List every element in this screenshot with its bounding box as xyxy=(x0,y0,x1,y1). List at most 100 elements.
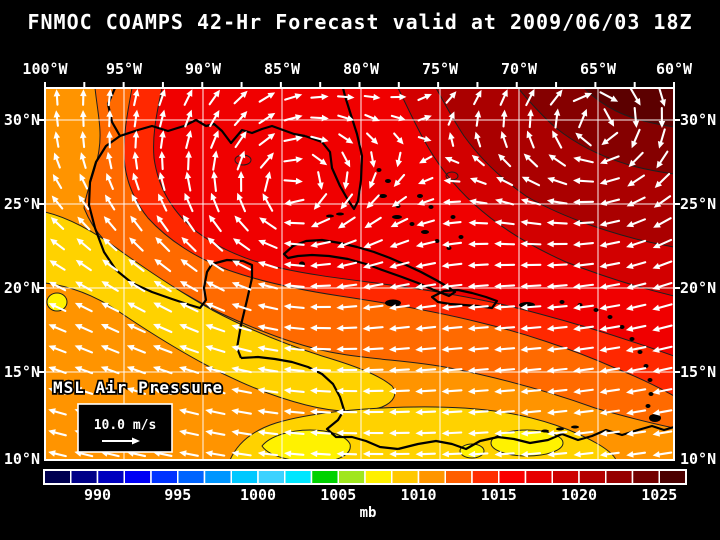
wind-arrow xyxy=(599,304,621,311)
wind-arrow-head xyxy=(100,387,109,394)
wind-arrow xyxy=(599,240,621,248)
wind-arrow-head xyxy=(205,366,213,373)
wind-arrow-shaft xyxy=(313,389,332,393)
wind-arrow-head xyxy=(474,110,482,118)
lat-label-left: 20°N xyxy=(4,279,40,297)
wind-arrow-head xyxy=(240,90,248,98)
wind-arrow xyxy=(599,430,620,437)
wind-arrow-shaft xyxy=(524,431,542,435)
wind-arrow xyxy=(231,302,252,312)
wind-arrow-shaft xyxy=(603,177,620,184)
wind-arrow xyxy=(445,91,457,104)
wind-arrow-head xyxy=(388,366,397,374)
wind-arrow xyxy=(520,345,542,353)
wind-arrow-head xyxy=(185,130,193,138)
wind-arrow-head xyxy=(441,450,449,458)
wind-arrow-head xyxy=(573,346,581,353)
wind-arrow-head xyxy=(153,280,162,288)
wind-arrow-head xyxy=(48,303,57,310)
wind-arrow xyxy=(208,89,220,106)
coastline xyxy=(397,424,674,451)
colorbar-cell xyxy=(498,469,527,485)
wind-arrow-head xyxy=(520,324,528,332)
wind-arrow-head xyxy=(471,154,480,162)
wind-arrow xyxy=(53,131,61,148)
lon-label: 65°W xyxy=(580,60,617,78)
wind-arrow xyxy=(626,409,647,416)
wind-arrow xyxy=(262,193,274,212)
island xyxy=(629,337,635,341)
wind-arrow-shaft xyxy=(577,388,594,393)
wind-arrow xyxy=(656,150,669,169)
wind-arrow-head xyxy=(546,219,554,227)
wind-arrow-head xyxy=(231,366,239,373)
wind-arrow-shaft xyxy=(314,240,331,247)
wind-arrow-layer xyxy=(48,88,673,458)
colorbar-tick-label: 1015 xyxy=(481,486,517,504)
wind-arrow xyxy=(599,283,621,290)
colorbar-cell xyxy=(203,469,232,485)
wind-arrow xyxy=(441,345,463,353)
wind-arrow-shaft xyxy=(209,304,226,312)
wind-arrow-head xyxy=(599,283,607,290)
wind-arrow-shaft xyxy=(314,217,331,227)
wind-arrow-head xyxy=(657,140,665,149)
wind-arrow-head xyxy=(126,387,135,394)
wind-arrow xyxy=(626,388,647,395)
wind-arrow xyxy=(283,219,305,227)
wind-arrow-shaft xyxy=(184,113,191,128)
wind-arrow-head xyxy=(106,88,114,97)
wind-arrow-head xyxy=(362,324,370,332)
wind-arrow-shaft xyxy=(630,196,646,206)
wind-arrow xyxy=(546,346,568,353)
wind-arrow-head xyxy=(211,171,218,179)
wind-arrow-head xyxy=(152,365,161,373)
wind-arrow xyxy=(210,130,219,149)
wind-arrow-head xyxy=(267,112,276,120)
wind-arrow xyxy=(158,88,166,107)
wind-arrow-head xyxy=(336,450,344,458)
wind-arrow xyxy=(153,302,173,313)
island xyxy=(385,179,391,183)
wind-speed-label: 10.0 m/s xyxy=(94,418,157,433)
map-overlay-layer: MSL Air Pressure 10.0 m/s xyxy=(51,376,224,453)
wind-arrow-shaft xyxy=(132,197,142,212)
wind-arrow-shaft xyxy=(472,431,489,435)
wind-arrow-shaft xyxy=(471,305,489,309)
wind-arrow xyxy=(546,261,568,269)
wind-arrow-shaft xyxy=(603,451,620,456)
wind-arrow xyxy=(126,344,146,354)
wind-arrow-head xyxy=(310,429,318,437)
wind-arrow xyxy=(126,366,147,375)
lon-label: 75°W xyxy=(422,60,459,78)
wind-arrow-shaft xyxy=(262,219,277,230)
wind-arrow-shaft xyxy=(235,283,252,291)
wind-arrow-shaft xyxy=(235,431,252,436)
wind-arrow xyxy=(257,366,279,373)
wind-arrow-head xyxy=(625,367,634,374)
wind-arrow-head xyxy=(610,95,619,102)
wind-arrow-head xyxy=(127,323,135,330)
wind-arrow xyxy=(283,324,305,331)
wind-arrow-shaft xyxy=(419,389,437,393)
wind-arrow-shaft xyxy=(524,221,542,226)
wind-arrow-head xyxy=(573,430,581,437)
wind-arrow xyxy=(448,132,455,147)
wind-arrow-shaft xyxy=(208,367,226,374)
wind-arrow-head xyxy=(652,283,661,291)
wind-arrow-head xyxy=(495,198,503,205)
wind-arrow xyxy=(336,366,358,374)
wind-arrow-shaft xyxy=(577,367,594,372)
wind-arrow-shaft xyxy=(550,178,568,186)
wind-arrow-head xyxy=(599,325,607,332)
wind-arrow xyxy=(468,240,489,248)
wind-arrow-shaft xyxy=(261,262,278,270)
wind-arrow xyxy=(310,387,332,395)
wind-arrow-head xyxy=(581,108,588,117)
wind-arrow-head xyxy=(441,366,449,374)
lon-label: 90°W xyxy=(185,60,222,78)
wind-arrow-head xyxy=(632,120,640,128)
wind-arrow-shaft xyxy=(576,325,594,330)
wind-arrow-shaft xyxy=(629,388,647,393)
wind-arrow-head xyxy=(179,429,187,436)
